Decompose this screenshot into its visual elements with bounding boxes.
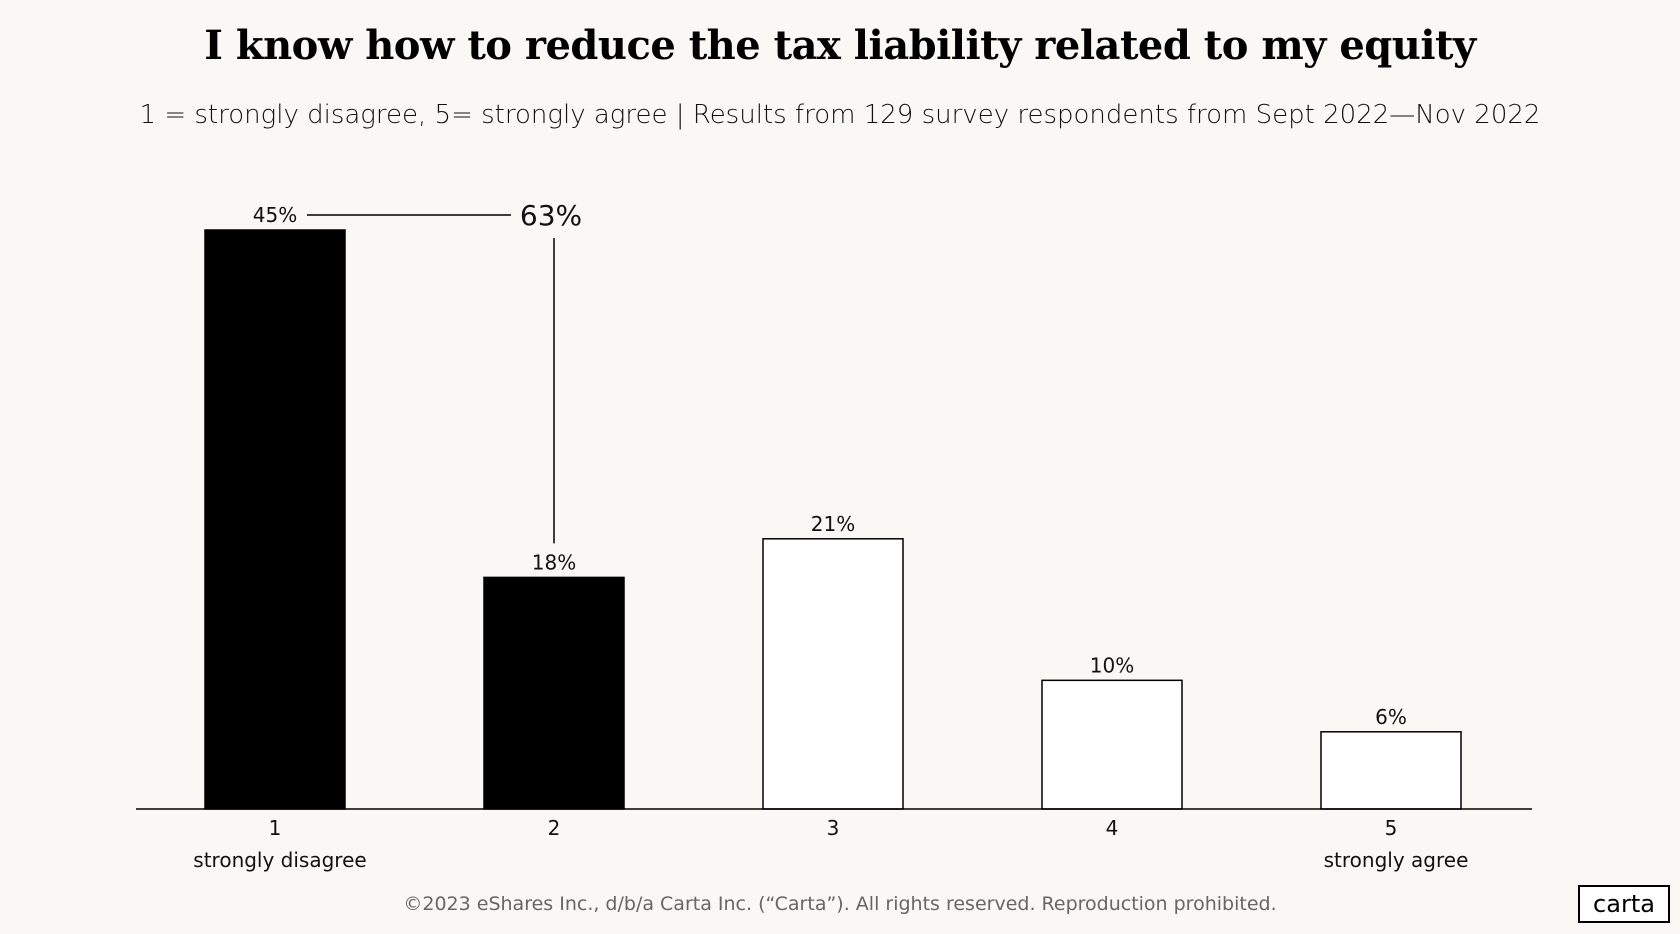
x-tick-label-5: 5 <box>1385 816 1398 840</box>
data-label-2: 18% <box>532 550 576 574</box>
x-tick-label-3: 3 <box>827 816 840 840</box>
chart-title: I know how to reduce the tax liability r… <box>204 22 1476 69</box>
bar-2 <box>483 576 625 810</box>
bar-3 <box>762 538 904 810</box>
x-tick-label-2: 2 <box>548 816 561 840</box>
data-label-4: 10% <box>1090 653 1134 677</box>
copyright-footer: ©2023 eShares Inc., d/b/a Carta Inc. (“C… <box>403 893 1277 915</box>
x-sublabel-1: strongly disagree <box>193 848 366 872</box>
bar-4 <box>1041 679 1183 810</box>
data-label-5: 6% <box>1375 705 1407 729</box>
chart-subtitle: 1 = strongly disagree, 5= strongly agree… <box>139 100 1541 130</box>
x-tick-label-1: 1 <box>269 816 282 840</box>
bar-1 <box>204 229 346 810</box>
annotation-combined-total: 63% <box>520 199 582 232</box>
bar-5 <box>1320 731 1462 810</box>
data-label-1: 45% <box>253 203 297 227</box>
x-tick-label-4: 4 <box>1106 816 1119 840</box>
x-sublabel-5: strongly agree <box>1324 848 1469 872</box>
data-label-3: 21% <box>811 512 855 536</box>
carta-logo: carta <box>1578 885 1670 923</box>
